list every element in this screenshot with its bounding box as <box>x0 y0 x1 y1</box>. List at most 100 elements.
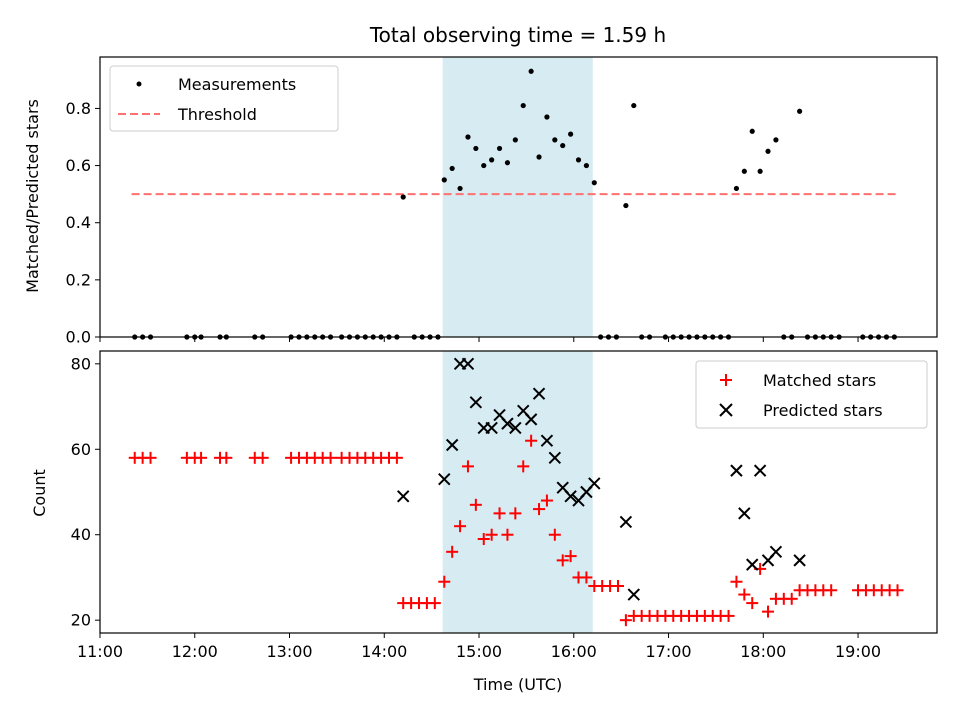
matched-star-point <box>509 507 522 520</box>
matched-star-point <box>469 498 482 511</box>
predicted-star-marker-b <box>501 417 514 430</box>
matched-star-point <box>220 451 233 464</box>
predicted-star-marker-b <box>445 438 459 452</box>
measurement-point <box>489 157 495 163</box>
bottom-y-tick-label: 20 <box>71 611 91 630</box>
bottom-legend-box <box>695 360 928 429</box>
measurement-point <box>733 185 740 192</box>
measurement-point <box>544 114 550 120</box>
x-tick-label: 17:00 <box>645 642 691 661</box>
predicted-star-marker-b <box>588 477 601 490</box>
measurement-point <box>528 68 534 74</box>
matched-star-point <box>324 451 337 464</box>
measurement-point <box>504 160 511 166</box>
matched-star-point <box>485 528 498 541</box>
bottom-y-tick-label: 60 <box>71 440 91 459</box>
matched-star-point <box>517 460 530 473</box>
predicted-star-point <box>738 507 751 520</box>
measurement-point <box>465 134 471 140</box>
top-y-tick-label: 0.0 <box>66 328 91 347</box>
predicted-star-marker-b <box>540 434 554 447</box>
matched-star-point <box>762 605 775 618</box>
predicted-star-point <box>627 588 640 601</box>
top-legend: Measurements Threshold <box>109 65 339 132</box>
predicted-star-marker-b <box>548 451 562 465</box>
measurement-point <box>441 177 447 183</box>
top-y-tick-label: 0.8 <box>66 99 91 118</box>
matched-star-point <box>533 503 546 516</box>
predicted-star-point <box>509 421 522 435</box>
measurement-point <box>481 162 487 169</box>
x-tick-label: 16:00 <box>551 642 597 661</box>
predicted-star-marker-b <box>793 554 806 567</box>
legend-threshold-label: Threshold <box>177 105 257 124</box>
matched-star-point <box>454 520 467 533</box>
matched-star-point <box>619 614 632 627</box>
measurement-point <box>757 168 763 174</box>
matched-star-point <box>144 451 157 464</box>
measurement-point <box>536 154 542 160</box>
predicted-star-marker-b <box>627 588 640 601</box>
top-panel: Total observing time = 1.59 h 0.0 0.2 0.4 0… <box>23 23 938 347</box>
matched-star-point <box>746 597 759 610</box>
measurement-point <box>512 137 518 143</box>
predicted-star-marker-b <box>517 404 530 418</box>
measurement-point <box>583 162 590 169</box>
predicted-star-point <box>485 421 498 435</box>
x-tick-label: 15:00 <box>456 642 502 661</box>
legend-predicted-marker <box>719 403 733 417</box>
measurement-point <box>457 185 463 192</box>
predicted-star-marker-b <box>509 421 522 435</box>
predicted-star-point <box>397 490 410 503</box>
matched-star-point <box>461 460 474 473</box>
matched-star-point <box>785 592 798 605</box>
predicted-star-marker-b <box>438 472 451 486</box>
x-tick-label: 11:00 <box>77 642 123 661</box>
predicted-star-marker-b <box>730 464 743 477</box>
bottom-y-tick-label: 40 <box>71 525 91 544</box>
measurement-point <box>560 142 566 149</box>
predicted-star-marker-b <box>485 421 498 435</box>
predicted-star-marker-b <box>524 413 538 426</box>
predicted-star-point <box>753 464 767 477</box>
top-y-tick-label: 0.6 <box>66 156 91 175</box>
measurement-point <box>773 137 779 143</box>
predicted-star-point <box>564 490 577 503</box>
matched-star-point <box>556 554 569 567</box>
measurement-point <box>400 194 406 200</box>
measurement-point <box>568 131 574 137</box>
matched-star-point <box>501 528 514 541</box>
predicted-star-marker-b <box>493 408 506 422</box>
measurement-point <box>741 168 747 174</box>
measurement-point <box>591 180 597 186</box>
predicted-star-marker-b <box>469 396 483 409</box>
top-legend-box <box>109 65 339 132</box>
predicted-star-point <box>438 472 451 486</box>
matched-star-point <box>825 584 838 597</box>
bottom-y-tick-label: 80 <box>71 354 91 373</box>
predicted-star-marker-b <box>564 490 577 503</box>
measurement-point <box>623 202 629 209</box>
top-y-axis-label: Matched/Predicted stars <box>23 99 42 293</box>
predicted-star-point <box>746 558 759 571</box>
matched-star-point <box>428 597 441 610</box>
predicted-star-marker-b <box>753 464 767 477</box>
observing-interval-shade-top <box>442 57 593 337</box>
predicted-star-point <box>548 451 562 465</box>
matched-star-point <box>891 584 904 597</box>
predicted-star-point <box>461 357 475 371</box>
matched-star-point <box>525 434 538 447</box>
predicted-star-point <box>501 417 514 430</box>
predicted-star-marker-b <box>397 490 410 503</box>
predicted-star-marker-b <box>746 558 759 571</box>
predicted-star-point <box>619 515 633 529</box>
matched-star-point <box>390 451 403 464</box>
bottom-panel: 20 40 60 80 11:00 12:00 13:00 14:00 15:00 16:00 1… <box>30 350 938 694</box>
matched-star-point <box>477 533 490 545</box>
x-tick-label: 18:00 <box>740 642 786 661</box>
predicted-star-point <box>588 477 601 490</box>
predicted-star-marker-b <box>619 515 633 529</box>
matched-star-point <box>493 507 506 520</box>
matched-star-point <box>256 451 269 464</box>
